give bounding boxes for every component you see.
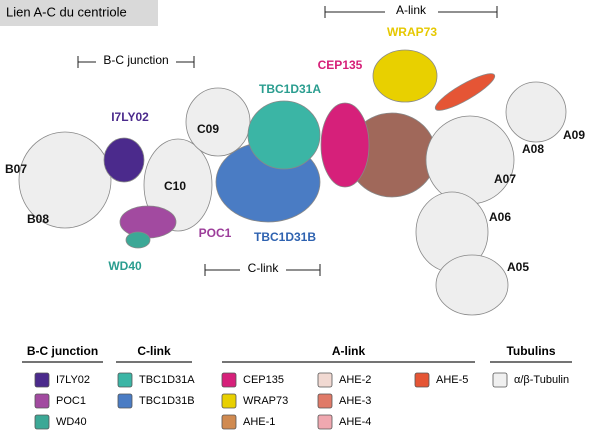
legend-label: I7LY02	[56, 374, 90, 386]
legend-swatch	[117, 372, 133, 388]
structure-label: TBC1D31A	[259, 82, 321, 96]
tubulin-blob	[18, 131, 112, 229]
structure-label: C09	[197, 122, 219, 136]
legend-label: AHE-4	[339, 416, 371, 428]
tubulin-blob	[185, 87, 251, 157]
legend-swatch	[317, 414, 333, 430]
legend: B-C junction I7LY02 POC1 WD40 C-link TBC1D31A…	[22, 344, 572, 430]
structure-label: A05	[507, 260, 529, 274]
structure-label: A07	[494, 172, 516, 186]
wrap73-blob	[372, 49, 438, 103]
tubulin-blob	[505, 81, 567, 143]
legend-swatch	[34, 372, 50, 388]
legend-label: POC1	[56, 395, 86, 407]
legend-swatch	[34, 393, 50, 409]
legend-swatch	[34, 414, 50, 430]
ahe5-blob	[434, 73, 496, 111]
title-bg	[0, 0, 158, 26]
legend-swatch	[414, 372, 430, 388]
tubulin-blob	[435, 254, 509, 316]
density-map	[18, 49, 567, 316]
cep135-blob	[320, 102, 370, 188]
structure-label: CEP135	[318, 58, 363, 72]
legend-swatch	[221, 372, 237, 388]
legend-swatch	[317, 393, 333, 409]
legend-label: WRAP73	[243, 395, 288, 407]
structure-label: B07	[5, 162, 27, 176]
legend-label: AHE-1	[243, 416, 275, 428]
legend-group-title: C-link	[137, 344, 171, 358]
legend-swatch	[317, 372, 333, 388]
structure-label: POC1	[199, 226, 232, 240]
legend-label: α/β-Tubulin	[514, 374, 569, 386]
legend-group-title: A-link	[332, 344, 366, 358]
structure-labels: WRAP73 CEP135 TBC1D31A I7LY02 C09 B07 C10 B08 PO…	[5, 25, 585, 274]
structure-label: WD40	[108, 259, 142, 273]
legend-swatch	[221, 393, 237, 409]
legend-label: TBC1D31B	[139, 395, 195, 407]
legend-label: AHE-2	[339, 374, 371, 386]
tbc1d31a-blob	[247, 100, 321, 170]
structure-label: TBC1D31B	[254, 230, 316, 244]
structure-label: A09	[563, 128, 585, 142]
legend-label: AHE-5	[436, 374, 468, 386]
legend-group-title: B-C junction	[27, 344, 98, 358]
legend-label: WD40	[56, 416, 87, 428]
title: Lien A-C du centriole	[6, 4, 127, 19]
legend-label: TBC1D31A	[139, 374, 195, 386]
bracket-label: C-link	[248, 261, 280, 275]
wd40-blob	[125, 231, 151, 249]
legend-label: AHE-3	[339, 395, 371, 407]
bracket-label: A-link	[396, 3, 427, 17]
poc1-blob	[119, 205, 177, 239]
legend-swatch	[492, 372, 508, 388]
structure-label: I7LY02	[111, 110, 149, 124]
bracket-label: B-C junction	[103, 53, 168, 67]
structure-label: B08	[27, 212, 49, 226]
brackets: A-link B-C junction C-link	[77, 3, 498, 276]
legend-swatch	[221, 414, 237, 430]
legend-label: CEP135	[243, 374, 284, 386]
i7ly02-blob	[103, 137, 145, 183]
structure-label: A08	[522, 142, 544, 156]
legend-swatch	[117, 393, 133, 409]
tubulin-blob	[425, 115, 515, 205]
legend-group-title: Tubulins	[506, 344, 555, 358]
structure-label: C10	[164, 179, 186, 193]
structure-label: WRAP73	[387, 25, 437, 39]
structure-label: A06	[489, 210, 511, 224]
